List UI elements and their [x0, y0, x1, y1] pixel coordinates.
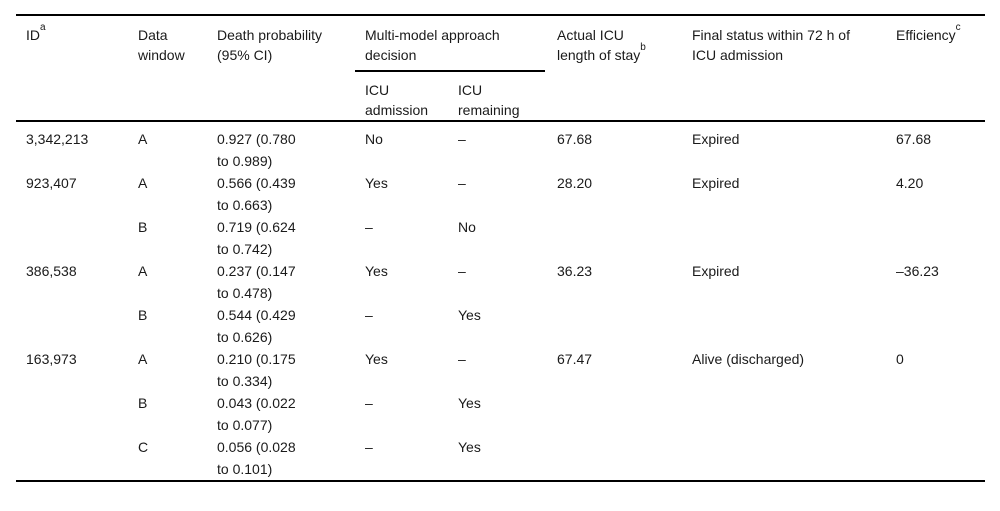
cell-icu-remaining: Yes: [458, 307, 481, 323]
table-body: 3,342,213 A 0.927 (0.780 to 0.989) No – …: [16, 121, 985, 481]
cell-data-window: A: [138, 131, 148, 147]
cell-id: 923,407: [26, 175, 77, 191]
cell-efficiency: [896, 392, 985, 436]
col-header-data-window: Data window: [138, 27, 185, 63]
cell-efficiency: 4.20: [896, 175, 924, 191]
cell-data-window: A: [138, 263, 148, 279]
cell-icu-remaining: Yes: [458, 395, 481, 411]
cell-icu-remaining: –: [458, 263, 466, 279]
cell-id: [16, 216, 138, 260]
cell-icu-remaining: –: [458, 175, 466, 191]
cell-actual-icu-los: 67.47: [557, 351, 593, 367]
col-header-icu-remaining: ICU remaining: [458, 82, 520, 118]
cell-data-window: A: [138, 351, 148, 367]
footnote-marker-c: c: [955, 21, 961, 33]
cell-id: [16, 436, 138, 481]
cell-data-window: C: [138, 439, 149, 455]
cell-icu-admission: Yes: [365, 175, 388, 191]
cell-data-window: A: [138, 175, 148, 191]
cell-death-probability: 0.566 (0.439 to 0.663): [217, 175, 296, 213]
cell-efficiency: 0: [896, 351, 904, 367]
cell-efficiency: –36.23: [896, 263, 939, 279]
col-header-id: IDa: [16, 15, 138, 121]
cell-final-status: [692, 392, 896, 436]
cell-actual-icu-los: 28.20: [557, 175, 593, 191]
cell-final-status: Expired: [692, 263, 740, 279]
cell-id: 386,538: [26, 263, 77, 279]
cell-final-status: [692, 216, 896, 260]
cell-icu-remaining: Yes: [458, 439, 481, 455]
table-row: B 0.719 (0.624 to 0.742) – No: [16, 216, 985, 260]
table-row: 3,342,213 A 0.927 (0.780 to 0.989) No – …: [16, 121, 985, 172]
cell-final-status: [692, 436, 896, 481]
header-row-main: IDa Data window Death probability (95% C…: [16, 15, 985, 72]
multi-model-group-rule: Multi-model approach decision: [355, 25, 545, 72]
table-row: 163,973 A 0.210 (0.175 to 0.334) Yes – 6…: [16, 348, 985, 392]
cell-actual-icu-los: [557, 216, 692, 260]
cell-efficiency: [896, 216, 985, 260]
cell-final-status: [692, 304, 896, 348]
cell-death-probability: 0.544 (0.429 to 0.626): [217, 307, 296, 345]
icu-decision-table: IDa Data window Death probability (95% C…: [16, 14, 985, 482]
cell-icu-remaining: –: [458, 351, 466, 367]
table-row: C 0.056 (0.028 to 0.101) – Yes: [16, 436, 985, 481]
cell-final-status: Expired: [692, 131, 740, 147]
cell-death-probability: 0.043 (0.022 to 0.077): [217, 395, 296, 433]
cell-actual-icu-los: [557, 304, 692, 348]
cell-actual-icu-los: 36.23: [557, 263, 593, 279]
cell-id: 3,342,213: [26, 131, 89, 147]
cell-id: [16, 392, 138, 436]
cell-icu-admission: –: [365, 219, 373, 235]
cell-efficiency: 67.68: [896, 131, 932, 147]
col-header-final-status: Final status within 72 h of ICU admissio…: [692, 27, 850, 63]
cell-id: 163,973: [26, 351, 77, 367]
footnote-marker-a: a: [40, 21, 46, 33]
cell-death-probability: 0.056 (0.028 to 0.101): [217, 439, 296, 477]
cell-final-status: Expired: [692, 175, 740, 191]
table-header: IDa Data window Death probability (95% C…: [16, 15, 985, 121]
table-row: 923,407 A 0.566 (0.439 to 0.663) Yes – 2…: [16, 172, 985, 216]
cell-data-window: B: [138, 307, 148, 323]
col-header-efficiency: Efficiencyc: [896, 21, 961, 43]
cell-icu-remaining: –: [458, 131, 466, 147]
table-row: B 0.043 (0.022 to 0.077) – Yes: [16, 392, 985, 436]
cell-actual-icu-los: [557, 436, 692, 481]
cell-death-probability: 0.237 (0.147 to 0.478): [217, 263, 296, 301]
header-row-sub: ICU admission ICU remaining: [16, 72, 985, 121]
table-row: B 0.544 (0.429 to 0.626) – Yes: [16, 304, 985, 348]
cell-icu-admission: –: [365, 395, 373, 411]
cell-icu-admission: –: [365, 307, 373, 323]
col-header-actual-icu-los: Actual ICU length of stayb: [557, 27, 646, 63]
cell-icu-admission: No: [365, 131, 383, 147]
table-row: 386,538 A 0.237 (0.147 to 0.478) Yes – 3…: [16, 260, 985, 304]
col-header-death-probability: Death probability (95% CI): [217, 27, 323, 63]
cell-actual-icu-los: [557, 392, 692, 436]
cell-final-status: Alive (discharged): [692, 351, 805, 367]
cell-death-probability: 0.210 (0.175 to 0.334): [217, 351, 296, 389]
cell-actual-icu-los: 67.68: [557, 131, 593, 147]
col-header-id-label: ID: [26, 27, 40, 43]
cell-efficiency: [896, 436, 985, 481]
cell-icu-admission: Yes: [365, 351, 388, 367]
footnote-marker-b: b: [640, 41, 646, 53]
cell-death-probability: 0.927 (0.780 to 0.989): [217, 131, 296, 169]
cell-data-window: B: [138, 219, 148, 235]
cell-icu-admission: Yes: [365, 263, 388, 279]
col-header-icu-admission: ICU admission: [365, 82, 429, 118]
cell-id: [16, 304, 138, 348]
cell-efficiency: [896, 304, 985, 348]
cell-icu-remaining: No: [458, 219, 476, 235]
cell-data-window: B: [138, 395, 148, 411]
col-header-multi-model-group: Multi-model approach decision: [355, 15, 557, 72]
cell-icu-admission: –: [365, 439, 373, 455]
cell-death-probability: 0.719 (0.624 to 0.742): [217, 219, 296, 257]
